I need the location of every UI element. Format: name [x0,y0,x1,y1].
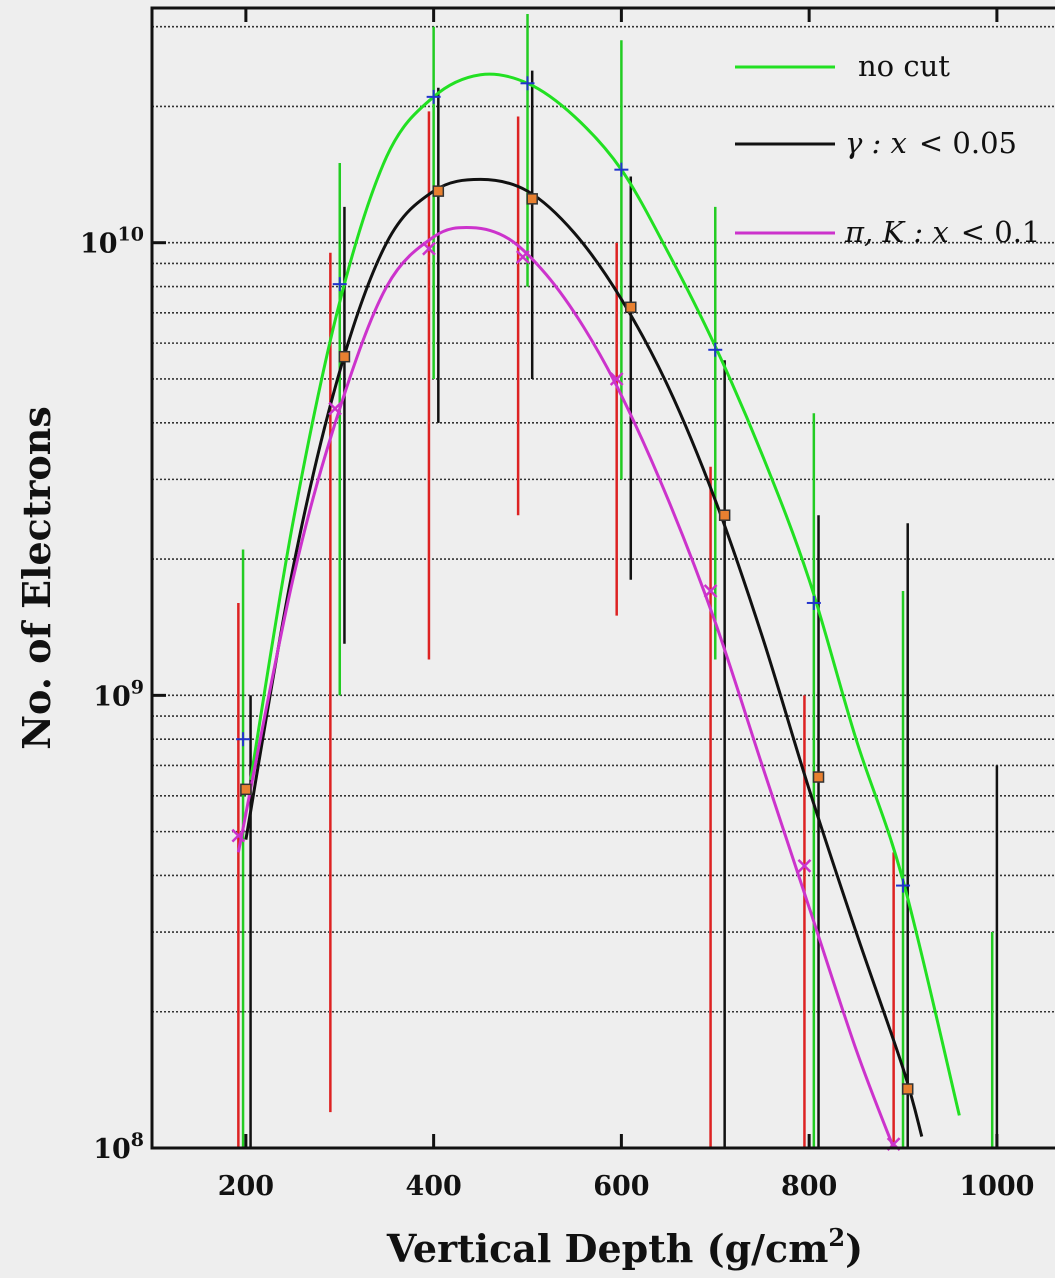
marker-stroke [515,250,530,264]
x-tick-label: 200 [218,1171,274,1202]
data-point [515,250,530,264]
x-tick-label: 600 [593,1171,649,1202]
marker-stroke [609,372,624,386]
marker-stroke [797,859,812,873]
y-tick-base: 10 [93,1134,131,1165]
marker-stroke [231,828,246,843]
data-point [526,193,538,205]
x-axis-title-sup: 2 [828,1223,845,1252]
y-tick-base: 10 [80,229,118,260]
error-bars [237,14,999,1148]
data-point [332,277,347,292]
legend: no cut γ : x < 0.05 π, K : x < 0.1 [735,49,1040,249]
gridlines [152,25,1055,1013]
data-point [806,595,821,610]
data-point [240,783,252,796]
marker-stroke [703,584,718,598]
y-tick-base: 10 [93,681,131,712]
x-tick-label: 800 [781,1171,837,1202]
legend-label-gamma: γ : x < 0.05 [845,126,1017,160]
data-point [901,1083,914,1095]
data-point [718,509,731,521]
legend-pi-k-value: < 0.1 [961,215,1041,249]
series-line-1 [244,177,924,1137]
data-point [338,350,351,363]
x-axis-title-tail: ) [845,1226,863,1271]
data-point [625,301,637,314]
data-point [703,584,718,598]
y-tick-exponent: 8 [131,1129,144,1151]
series-line-2 [236,225,896,1149]
legend-gamma-value: < 0.05 [919,126,1017,160]
data-point [812,771,825,783]
y-tick-label: 108 [93,1129,144,1165]
data-point [236,732,251,747]
marker-stroke [328,401,342,416]
series-curves [236,72,961,1149]
series-markers [231,76,914,1151]
y-axis-title: No. of Electrons [14,406,59,749]
legend-pi-k-math: π, K : x [844,215,949,249]
series-line-0 [249,72,961,1116]
data-point [797,859,812,873]
data-point [328,401,342,416]
data-point [896,878,911,893]
y-tick-exponent: 9 [131,676,144,698]
marker-stroke [422,241,436,256]
data-point [520,76,535,91]
x-tick-label: 400 [405,1171,461,1202]
data-point [609,372,624,386]
data-point [432,185,445,197]
legend-label-no-cut: no cut [858,49,950,83]
data-point [231,828,246,843]
data-point [426,89,441,104]
data-point [708,342,723,357]
y-tick-exponent: 10 [118,224,144,246]
x-axis-title-main: Vertical Depth (g/cm [386,1226,829,1271]
x-tick-label: 1000 [959,1171,1034,1202]
y-tick-label: 1010 [80,224,144,260]
data-point [422,241,436,256]
x-axis-title: Vertical Depth (g/cm2) [386,1223,863,1271]
legend-label-pi-k: π, K : x < 0.1 [844,215,1040,249]
y-tick-label: 109 [93,676,144,712]
data-point [614,162,629,177]
legend-gamma-math: γ : x [845,126,907,160]
plot-frame [150,6,1055,1150]
